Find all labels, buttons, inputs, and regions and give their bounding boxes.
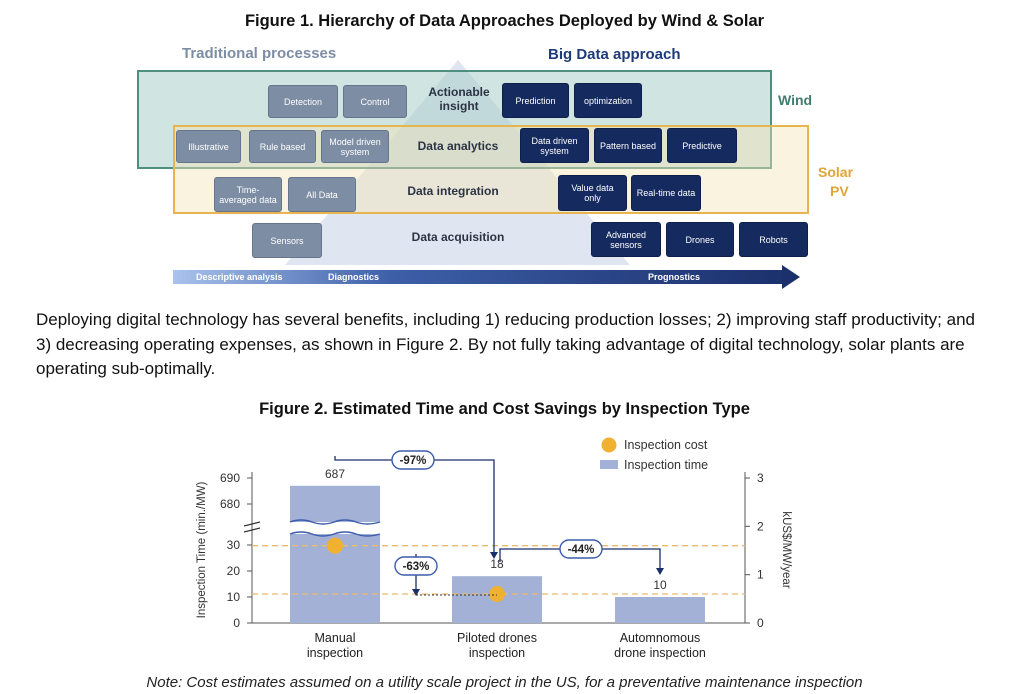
data-acquisition-label: Data acquisition bbox=[411, 230, 505, 244]
axis-break-mark bbox=[243, 527, 261, 533]
figure2-title: Figure 2. Estimated Time and Cost Saving… bbox=[259, 400, 750, 418]
category-label: Piloted drones bbox=[457, 631, 537, 645]
predictive-box: Predictive bbox=[667, 128, 737, 163]
diagnostics-label: Diagnostics bbox=[328, 272, 380, 282]
traditional-processes-label: Traditional processes bbox=[182, 45, 337, 62]
annotation-label: -44% bbox=[568, 544, 595, 556]
analysis-arrow bbox=[173, 265, 800, 289]
left-tick-label: 30 bbox=[227, 538, 241, 552]
bar-inspection-time bbox=[290, 485, 380, 623]
bar-break-wave bbox=[289, 519, 381, 525]
value-data-only-box: Value data only bbox=[558, 175, 627, 211]
drones-box: Drones bbox=[666, 222, 734, 257]
actionable-insight-label: Actionable insight bbox=[428, 85, 490, 113]
left-tick-label: 680 bbox=[220, 497, 240, 511]
model-driven-system-box: Model driven system bbox=[321, 130, 389, 163]
bar-data-label: 18 bbox=[490, 557, 504, 571]
right-tick-label: 0 bbox=[757, 616, 764, 630]
solar-pv-label-1: Solar bbox=[818, 164, 854, 180]
advanced-sensors-box: Advanced sensors bbox=[591, 222, 661, 257]
axis-break-mark bbox=[243, 521, 261, 527]
all-data-box: All Data bbox=[288, 177, 356, 212]
right-tick-label: 3 bbox=[757, 471, 764, 485]
cost-dot bbox=[327, 537, 343, 554]
robots-box: Robots bbox=[739, 222, 808, 257]
bar-data-label: 687 bbox=[325, 467, 345, 481]
detection-box: Detection bbox=[268, 85, 338, 118]
category-label: Manual bbox=[315, 631, 356, 645]
wind-label: Wind bbox=[778, 92, 813, 108]
legend-label-cost: Inspection cost bbox=[624, 438, 708, 452]
category-label: Automnomous bbox=[620, 631, 701, 645]
big-data-label: Big Data approach bbox=[548, 46, 681, 63]
left-tick-label: 0 bbox=[233, 616, 240, 630]
control-box: Control bbox=[343, 85, 407, 118]
sensors-box: Sensors bbox=[252, 223, 322, 258]
solar-pv-label-2: PV bbox=[830, 183, 849, 199]
realtime-data-box: Real-time data bbox=[631, 175, 701, 211]
rule-based-box: Rule based bbox=[249, 130, 316, 163]
left-tick-label: 10 bbox=[227, 590, 241, 604]
y2-axis-title: kUS$/MW/year bbox=[780, 511, 792, 588]
bar-break-gap bbox=[290, 522, 380, 534]
annotation-pill bbox=[559, 539, 603, 559]
annotation-label: -63% bbox=[403, 561, 430, 573]
right-tick-label: 2 bbox=[757, 519, 764, 533]
data-driven-system-box: Data driven system bbox=[520, 128, 589, 163]
category-label: inspection bbox=[469, 646, 525, 660]
annotation-pill bbox=[394, 556, 438, 576]
pattern-based-box: Pattern based bbox=[594, 128, 662, 163]
legend-swatch-cost bbox=[601, 437, 617, 453]
bar-break-wave bbox=[289, 531, 381, 537]
data-integration-label: Data integration bbox=[407, 184, 499, 198]
y-axis-title: Inspection Time (min./MW) bbox=[196, 481, 208, 618]
arrow-head bbox=[412, 589, 420, 596]
arrow-head bbox=[656, 568, 664, 575]
annotation-label: -97% bbox=[400, 455, 427, 467]
prognostics-label: Prognostics bbox=[648, 272, 701, 282]
category-label: drone inspection bbox=[614, 646, 706, 660]
bar-inspection-time bbox=[615, 597, 705, 623]
body-paragraph: Deploying digital technology has several… bbox=[36, 310, 975, 378]
inspection-chart: 0 10 20 30 680 690 0 1 2 3 Inspection Time (min./M… bbox=[196, 437, 792, 660]
cost-dot bbox=[489, 586, 505, 602]
left-tick-label: 20 bbox=[227, 564, 241, 578]
optimization-box: optimization bbox=[574, 83, 642, 118]
descriptive-analysis-label: Descriptive analysis bbox=[196, 272, 283, 282]
annotation-pill bbox=[391, 450, 435, 470]
figure-note: Note: Cost estimates assumed on a utilit… bbox=[146, 674, 863, 691]
wind-region bbox=[137, 70, 772, 169]
left-tick-label: 690 bbox=[220, 471, 240, 485]
bar-data-label: 10 bbox=[653, 578, 667, 592]
arrow-head bbox=[490, 552, 498, 559]
legend-label-time: Inspection time bbox=[624, 458, 708, 472]
time-averaged-data-box: Time-averaged data bbox=[214, 177, 282, 212]
data-analytics-label: Data analytics bbox=[417, 139, 499, 153]
figure1-title: Figure 1. Hierarchy of Data Approaches D… bbox=[244, 12, 765, 30]
category-label: inspection bbox=[307, 646, 363, 660]
prediction-box: Prediction bbox=[502, 83, 569, 118]
legend-swatch-time bbox=[600, 460, 618, 469]
illustrative-box: Illustrative bbox=[176, 130, 241, 163]
right-tick-label: 1 bbox=[757, 568, 764, 582]
